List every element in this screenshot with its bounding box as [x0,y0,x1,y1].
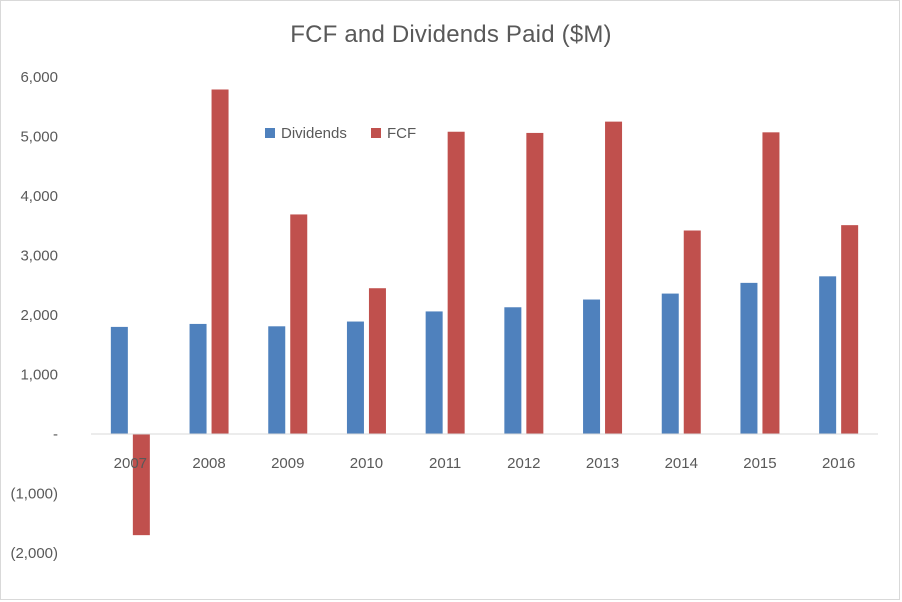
x-tick-label: 2007 [114,455,147,472]
bar-fcf-2009 [290,214,308,434]
y-tick-label: 1,000 [20,367,58,384]
x-tick-label: 2012 [507,455,540,472]
y-tick-label: 5,000 [20,129,58,146]
bar-dividends-2010 [346,321,364,434]
x-tick-label: 2008 [192,455,225,472]
y-tick-label: 2,000 [20,307,58,324]
y-tick-label: (2,000) [10,545,58,562]
x-tick-label: 2013 [586,455,619,472]
bar-fcf-2013 [605,121,623,434]
x-tick-label: 2011 [429,455,461,472]
y-tick-label: 3,000 [20,248,58,265]
y-tick-label: (1,000) [10,486,58,503]
bar-dividends-2008 [189,323,207,434]
bar-dividends-2014 [661,293,679,434]
bar-dividends-2016 [819,276,837,434]
x-tick-label: 2014 [665,455,698,472]
bar-dividends-2015 [740,282,758,434]
x-tick-label: 2009 [271,455,304,472]
bar-fcf-2010 [368,288,386,434]
legend-swatch-dividends [265,128,275,138]
bar-fcf-2007 [132,434,150,536]
y-tick-label: 4,000 [20,188,58,205]
x-tick-label: 2016 [822,455,855,472]
bar-fcf-2012 [526,132,544,434]
legend-label-dividends: Dividends [281,125,347,142]
bar-dividends-2007 [110,326,128,434]
bar-dividends-2012 [504,307,522,434]
bar-fcf-2014 [683,230,701,434]
bar-dividends-2013 [583,299,601,434]
bar-dividends-2009 [268,326,286,434]
bar-fcf-2011 [447,131,465,435]
x-tick-label: 2015 [743,455,776,472]
bar-fcf-2015 [762,132,780,434]
x-tick-label: 2010 [350,455,383,472]
bar-fcf-2008 [211,89,229,435]
bar-dividends-2011 [425,311,443,434]
bar-fcf-2016 [841,225,859,434]
y-tick-label: - [53,426,58,443]
y-tick-label: 6,000 [20,69,58,86]
legend-swatch-fcf [371,128,381,138]
chart-title: FCF and Dividends Paid ($M) [290,21,612,48]
legend-label-fcf: FCF [387,125,416,142]
